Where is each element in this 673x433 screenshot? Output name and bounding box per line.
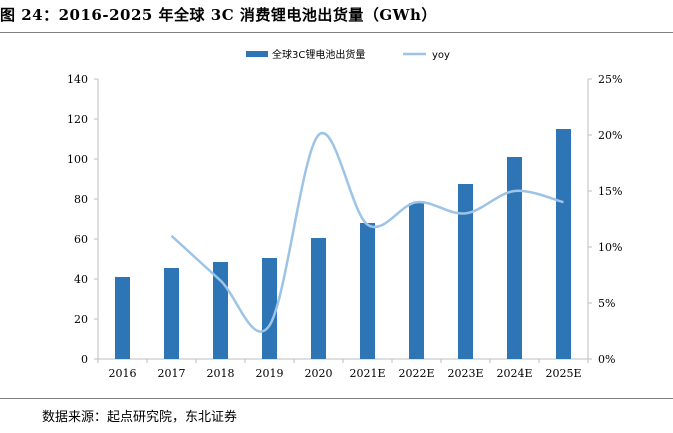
x-tick-label: 2018 [207, 367, 235, 380]
bar [458, 184, 473, 359]
left-tick-label: 80 [74, 193, 88, 206]
title-rule [0, 32, 673, 33]
x-tick-label: 2021E [349, 367, 385, 380]
bar [507, 157, 522, 359]
bar-series [115, 129, 571, 359]
right-axis: 0% 5% 10% 15% 20% 25% [587, 73, 622, 366]
right-tick-label: 15% [598, 185, 622, 198]
x-axis: 2016 2017 2018 2019 2020 2021E 2022E 2023E 2024E… [97, 358, 589, 380]
left-tick-label: 20 [74, 313, 88, 326]
x-tick-label: 2022E [398, 367, 434, 380]
x-tick-label: 2016 [109, 367, 137, 380]
left-tick-label: 100 [67, 153, 88, 166]
left-tick-label: 60 [74, 233, 88, 246]
x-tick-label: 2023E [447, 367, 483, 380]
title-bar: 图 24：2016-2025 年全球 3C 消费锂电池出货量（GWh） [0, 0, 673, 36]
x-tick-label: 2025E [545, 367, 581, 380]
x-tick-label: 2019 [256, 367, 284, 380]
x-tick-label: 2020 [305, 367, 333, 380]
right-tick-label: 25% [598, 73, 622, 86]
right-tick-label: 10% [598, 241, 622, 254]
yoy-line [170, 131, 564, 333]
legend-label-bar: 全球3C锂电池出货量 [272, 48, 365, 61]
right-tick-label: 0% [598, 353, 615, 366]
bar [409, 203, 424, 359]
source-note: 数据来源：起点研究院，东北证券 [42, 410, 238, 425]
left-axis: 0 20 40 60 80 100 120 140 [67, 73, 99, 366]
yoy-line-series [170, 131, 564, 333]
bar [360, 223, 375, 359]
right-tick-label: 5% [598, 297, 615, 310]
page-title: 图 24：2016-2025 年全球 3C 消费锂电池出货量（GWh） [0, 6, 437, 24]
bar [262, 258, 277, 359]
bar [556, 129, 571, 359]
bar [164, 268, 179, 359]
right-tick-label: 20% [598, 129, 622, 142]
left-tick-label: 120 [67, 113, 88, 126]
left-tick-label: 0 [81, 353, 88, 366]
left-tick-label: 40 [74, 273, 88, 286]
bar [115, 277, 130, 359]
legend-swatch-bar [246, 51, 268, 57]
legend-label-line: yoy [432, 50, 450, 61]
chart: 全球3C锂电池出货量 yoy 0 20 40 60 80 100 120 140 0% 5% 10%… [67, 48, 622, 380]
bar [311, 238, 326, 359]
source-rule [0, 398, 673, 399]
legend: 全球3C锂电池出货量 yoy [246, 48, 450, 61]
x-tick-label: 2017 [158, 367, 186, 380]
left-tick-label: 140 [67, 73, 88, 86]
x-tick-label: 2024E [496, 367, 532, 380]
